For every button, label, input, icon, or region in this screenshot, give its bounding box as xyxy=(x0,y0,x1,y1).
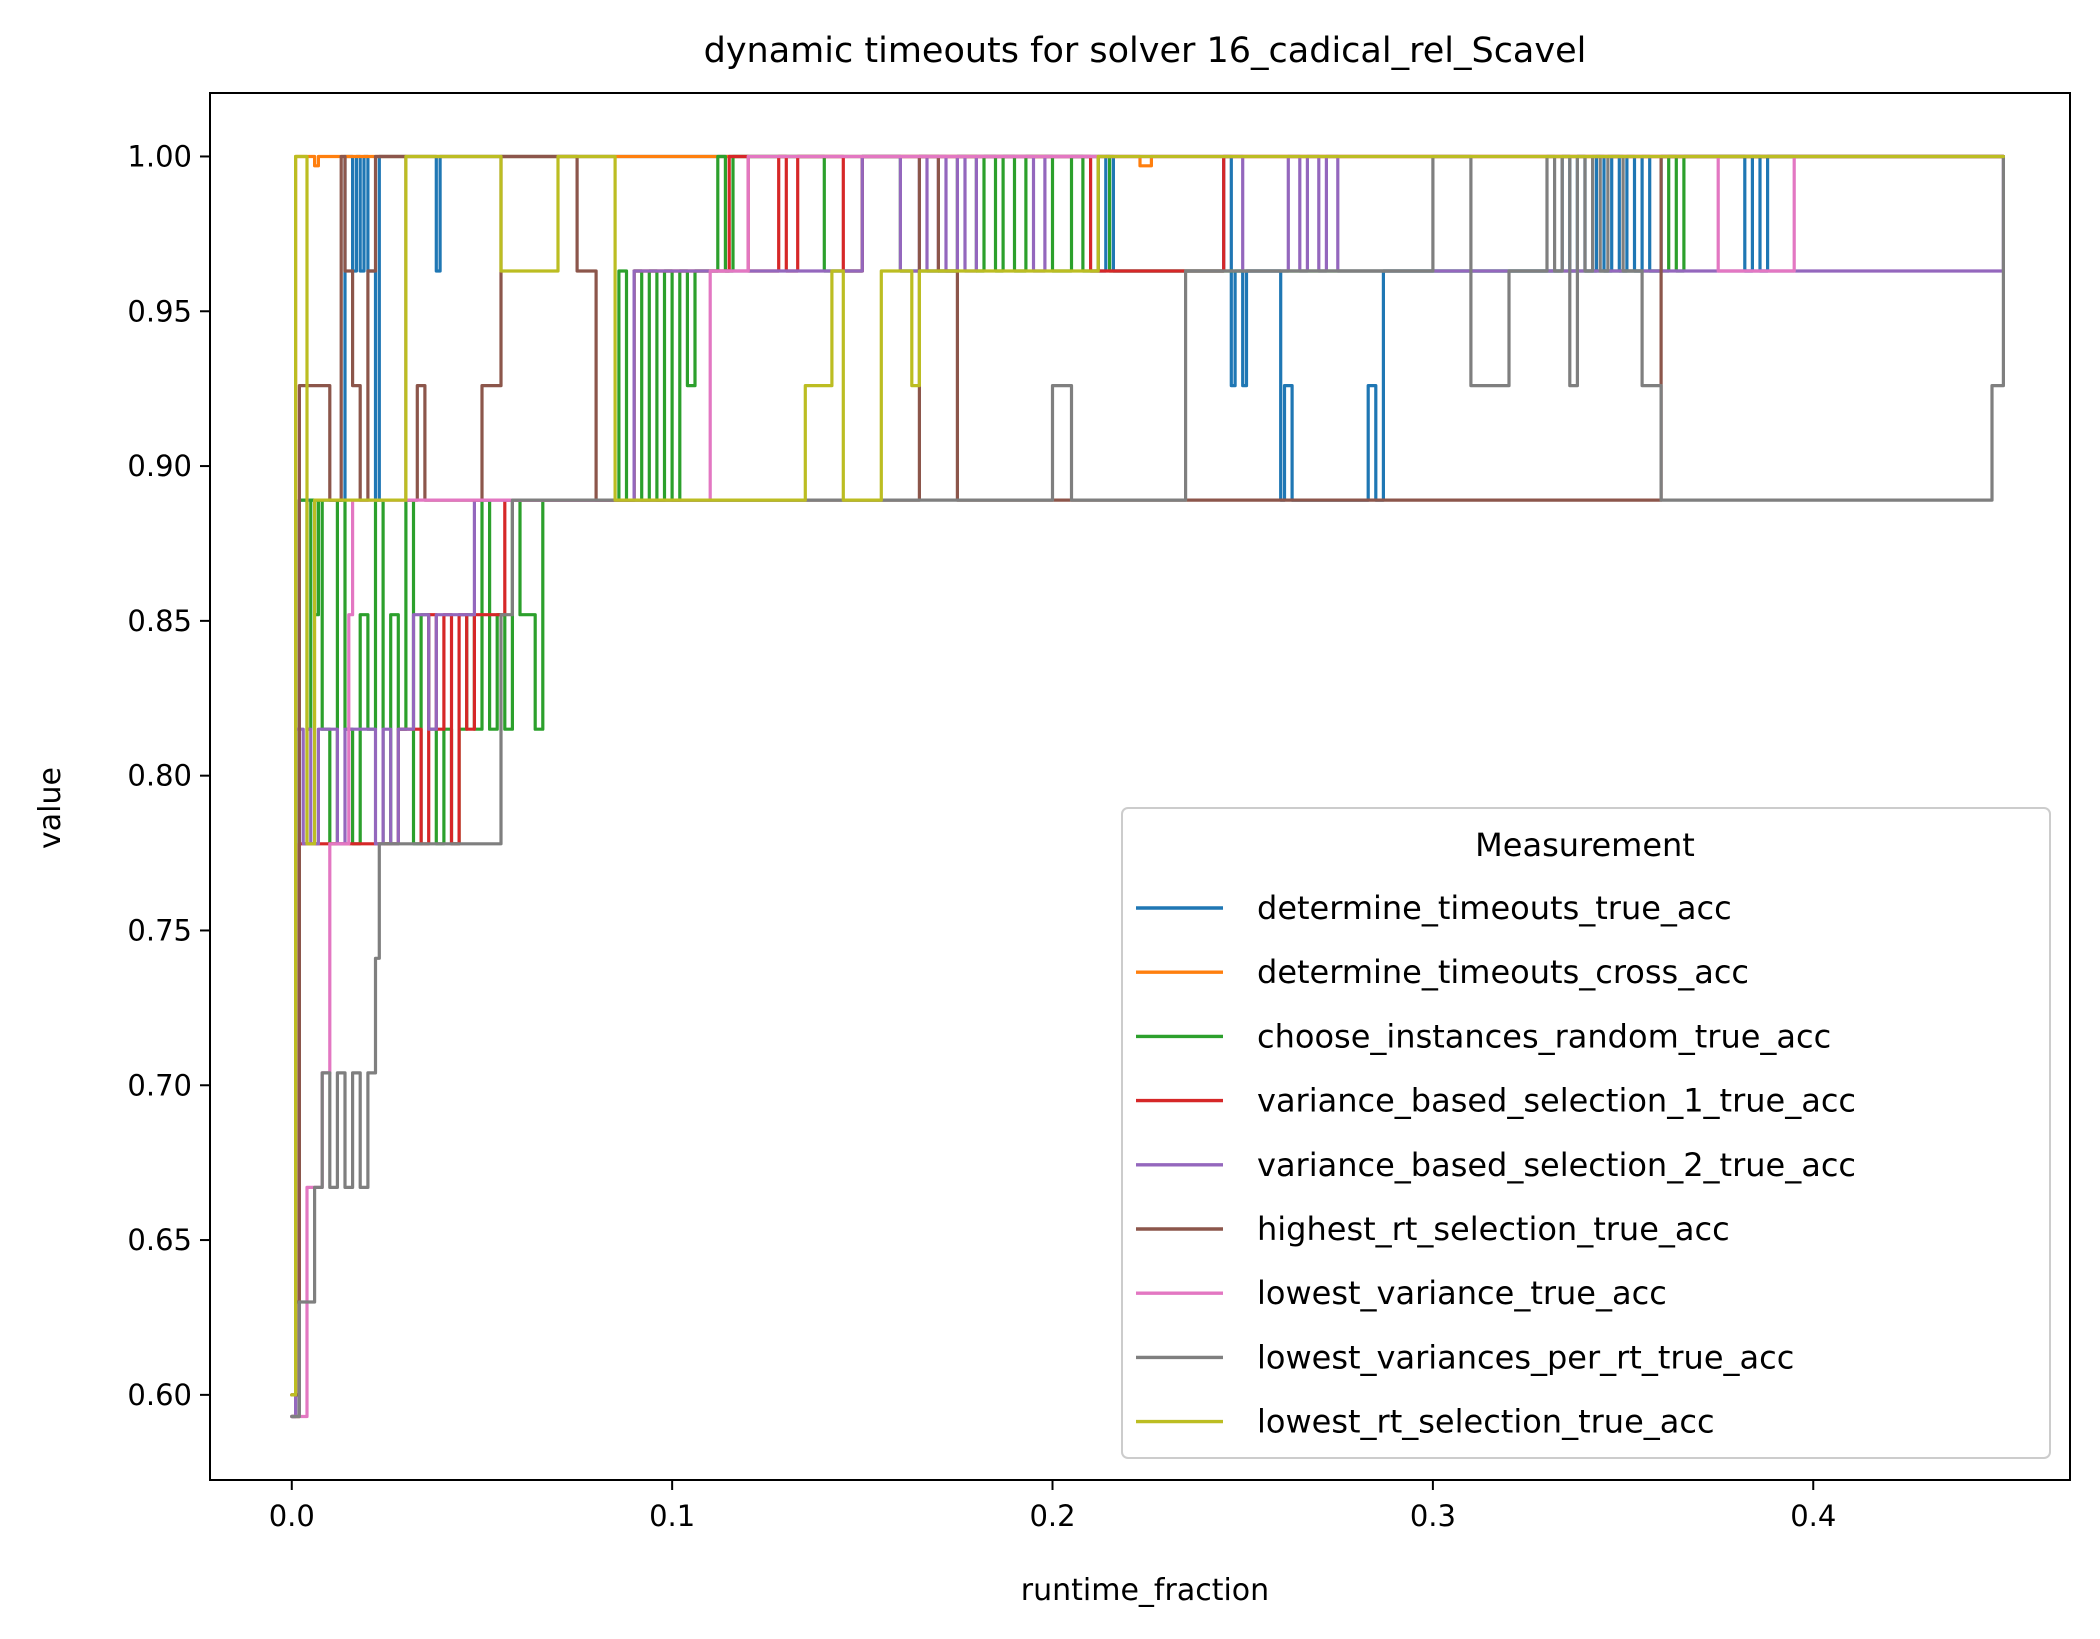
y-tick-label: 0.60 xyxy=(127,1378,192,1412)
legend-entry-2: determine_timeouts_cross_acc xyxy=(1257,953,1749,991)
legend-entry-8: lowest_variances_per_rt_true_acc xyxy=(1257,1338,1794,1376)
x-tick-label: 0.0 xyxy=(269,1499,315,1533)
legend-entry-5: variance_based_selection_2_true_acc xyxy=(1257,1146,1856,1184)
legend-entry-7: lowest_variance_true_acc xyxy=(1257,1274,1667,1312)
y-axis-label: value xyxy=(33,767,68,849)
y-tick-label: 0.90 xyxy=(127,449,192,483)
x-tick-label: 0.2 xyxy=(1029,1499,1075,1533)
series-line-9 xyxy=(290,154,2005,1397)
series-line-3 xyxy=(290,154,2005,1419)
y-tick-label: 1.00 xyxy=(127,139,192,173)
x-tick-label: 0.4 xyxy=(1790,1499,1836,1533)
y-tick-label: 0.80 xyxy=(127,759,192,793)
plot-area xyxy=(290,154,2005,1419)
y-tick-label: 0.65 xyxy=(127,1223,192,1257)
axes: 0.0 0.1 0.2 0.3 0.4 0.60 0.65 0.70 0.75 0.80 0.85 0… xyxy=(127,92,2071,1533)
chart-title: dynamic timeouts for solver 16_cadical_r… xyxy=(704,31,1587,71)
axes-frame xyxy=(209,92,2071,1481)
series-line-8 xyxy=(290,154,2005,1419)
legend-entry-6: highest_rt_selection_true_acc xyxy=(1257,1210,1730,1248)
series-lines xyxy=(290,154,2005,1419)
legend-title: Measurement xyxy=(1475,826,1695,864)
x-axis-label: runtime_fraction xyxy=(1021,1573,1269,1608)
y-tick-label: 0.75 xyxy=(127,913,192,947)
legend-entry-9: lowest_rt_selection_true_acc xyxy=(1257,1403,1715,1441)
legend-entry-1: determine_timeouts_true_acc xyxy=(1257,889,1732,927)
series-line-6 xyxy=(290,154,2005,1397)
legend-entry-3: choose_instances_random_true_acc xyxy=(1257,1017,1831,1055)
legend-entry-4: variance_based_selection_1_true_acc xyxy=(1257,1082,1856,1120)
y-tick-label: 0.70 xyxy=(127,1068,192,1102)
legend: Measurement determine_timeouts_true_accde… xyxy=(1121,807,2051,1459)
x-tick-label: 0.3 xyxy=(1410,1499,1456,1533)
y-tick-label: 0.95 xyxy=(127,294,192,328)
x-tick-label: 0.1 xyxy=(649,1499,695,1533)
legend-box xyxy=(1121,807,2051,1459)
y-tick-label: 0.85 xyxy=(127,604,192,638)
